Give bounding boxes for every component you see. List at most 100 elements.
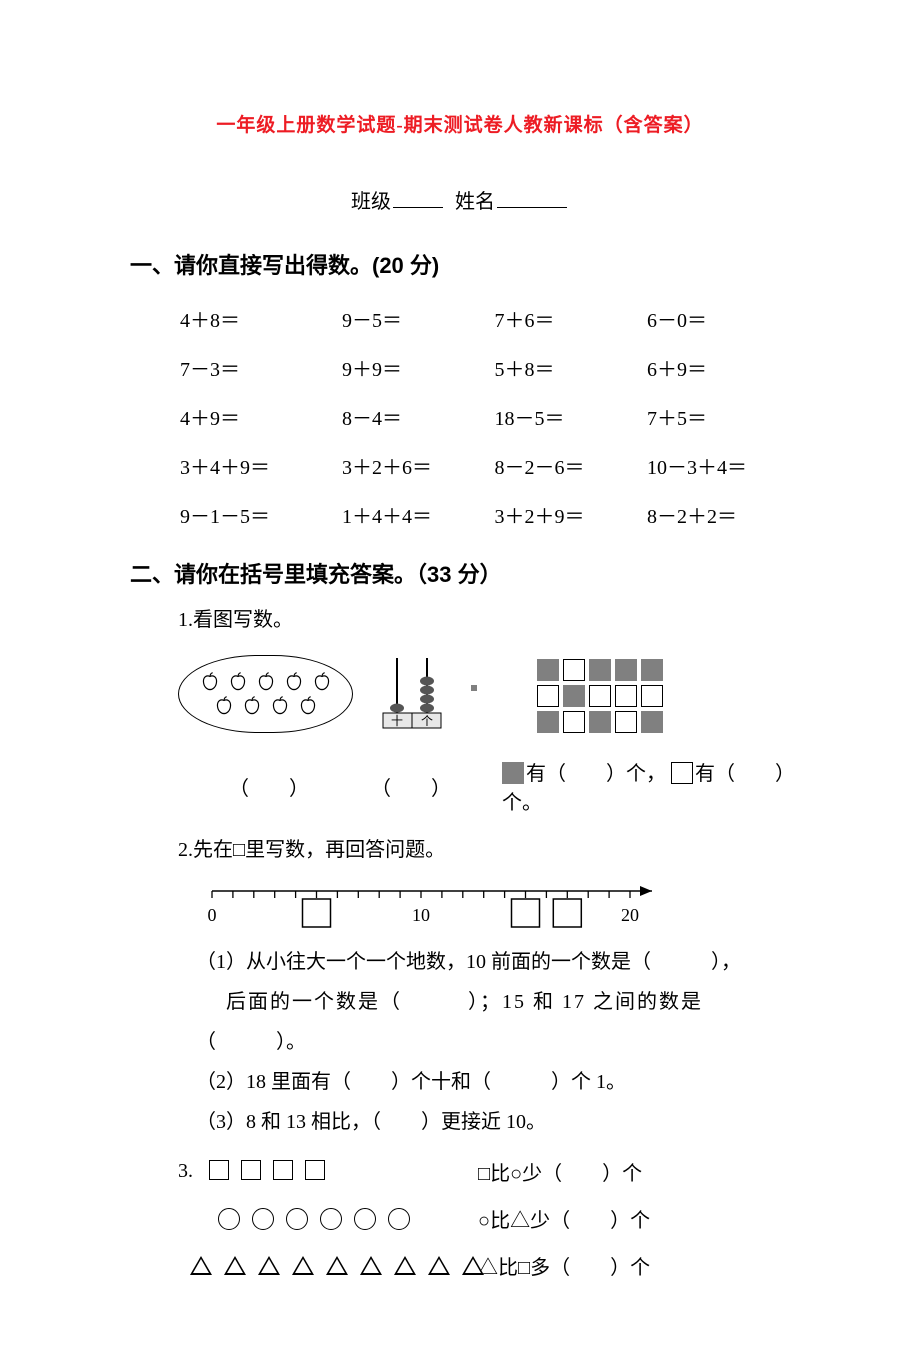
filled-square: [641, 711, 663, 733]
q1-ans-c[interactable]: 有（ ）个，: [526, 763, 666, 785]
svg-text:20: 20: [621, 905, 639, 925]
empty-square: [563, 711, 585, 733]
q3-text[interactable]: △比□多（ ）个: [478, 1251, 650, 1280]
empty-square: [537, 685, 559, 707]
number-line: 0 10 20: [202, 877, 790, 939]
arith-cell[interactable]: 7－3＝: [180, 343, 342, 392]
arith-row: 7－3＝9＋9＝5＋8＝6＋9＝: [180, 343, 790, 392]
arith-cell[interactable]: 3＋2＋6＝: [342, 441, 495, 490]
name-blank[interactable]: [497, 185, 567, 208]
q3-row: 3. □比○少（ ）个: [178, 1157, 790, 1186]
q3-text[interactable]: ○比△少（ ）个: [478, 1204, 650, 1233]
triangle-icon: [292, 1256, 314, 1275]
ones-label: 个: [421, 714, 433, 728]
section1-heading: 一、请你直接写出得数。(20 分): [130, 248, 790, 280]
q2-line2a[interactable]: 后面的一个数是（ ）；15 和 17 之间的数是: [226, 985, 790, 1019]
filled-square: [641, 659, 663, 681]
section2-heading: 二、请你在括号里填充答案。（33 分）: [130, 557, 790, 589]
arith-cell[interactable]: 8－2＋2＝: [647, 490, 790, 539]
square-icon: [273, 1160, 293, 1180]
arith-cell[interactable]: 7＋5＝: [647, 392, 790, 441]
filled-square: [615, 659, 637, 681]
q3-row: ○比△少（ ）个: [178, 1204, 790, 1233]
arith-cell[interactable]: 6－0＝: [647, 294, 790, 343]
circle-icon: [354, 1208, 376, 1230]
empty-square-icon: [671, 762, 693, 784]
class-name-row: 班级 姓名: [130, 185, 790, 214]
q2-label: 2.先在□里写数，再回答问题。: [178, 833, 790, 867]
arith-table: 4＋8＝9－5＝7＋6＝6－0＝7－3＝9＋9＝5＋8＝6＋9＝4＋9＝8－4＝…: [180, 294, 790, 539]
arith-cell[interactable]: 8－4＝: [342, 392, 495, 441]
arith-cell[interactable]: 1＋4＋4＝: [342, 490, 495, 539]
svg-text:10: 10: [412, 905, 430, 925]
triangle-icon: [258, 1256, 280, 1275]
circle-icon: [218, 1208, 240, 1230]
arith-cell[interactable]: 9－5＝: [342, 294, 495, 343]
arith-cell[interactable]: 6＋9＝: [647, 343, 790, 392]
q1-ans-b[interactable]: （ ）: [366, 772, 456, 801]
q3-text[interactable]: □比○少（ ）个: [478, 1157, 642, 1186]
page: 一年级上册数学试题-期末测试卷人教新课标（含答案） 班级 姓名 一、请你直接写出…: [0, 0, 920, 1358]
triangle-icon: [428, 1256, 450, 1275]
square-icon: [241, 1160, 261, 1180]
arith-cell[interactable]: 8－2－6＝: [494, 441, 647, 490]
filled-square: [589, 659, 611, 681]
arith-cell[interactable]: 9－1－5＝: [180, 490, 342, 539]
exam-title: 一年级上册数学试题-期末测试卷人教新课标（含答案）: [130, 110, 790, 137]
abacus: 十 个: [377, 643, 447, 733]
triangle-icon: [190, 1256, 212, 1275]
q1-answers-row: （ ） （ ） 有（ ）个， 有（ ）个。: [178, 757, 790, 815]
empty-square: [563, 659, 585, 681]
arith-cell[interactable]: 9＋9＝: [342, 343, 495, 392]
q1-figures-row: 十 个: [178, 643, 790, 733]
arith-cell[interactable]: 4＋8＝: [180, 294, 342, 343]
svg-text:0: 0: [208, 905, 217, 925]
triangle-icon: [360, 1256, 382, 1275]
empty-square: [615, 685, 637, 707]
empty-square: [641, 685, 663, 707]
empty-square: [589, 685, 611, 707]
arith-cell[interactable]: 3＋4＋9＝: [180, 441, 342, 490]
q2-line3[interactable]: （2）18 里面有（ ）个十和（ ）个 1。: [196, 1065, 790, 1099]
filled-square: [589, 711, 611, 733]
filled-square-icon: [502, 762, 524, 784]
q1-ans-a[interactable]: （ ）: [178, 772, 360, 801]
q2-line1[interactable]: （1）从小往大一个一个地数，10 前面的一个数是（ ），: [196, 945, 790, 979]
triangle-icon: [394, 1256, 416, 1275]
arith-row: 4＋8＝9－5＝7＋6＝6－0＝: [180, 294, 790, 343]
triangle-icon: [326, 1256, 348, 1275]
tens-label: 十: [391, 714, 403, 728]
arith-cell[interactable]: 5＋8＝: [494, 343, 647, 392]
filled-square: [563, 685, 585, 707]
triangle-icon: [224, 1256, 246, 1275]
triangle-icon: [462, 1256, 484, 1275]
arith-cell[interactable]: 3＋2＋9＝: [494, 490, 647, 539]
q1-label: 1.看图写数。: [178, 603, 790, 637]
arith-cell[interactable]: 18－5＝: [494, 392, 647, 441]
arith-cell[interactable]: 4＋9＝: [180, 392, 342, 441]
circle-icon: [388, 1208, 410, 1230]
arith-cell[interactable]: 10－3＋4＝: [647, 441, 790, 490]
q2-line2b[interactable]: （ ）。: [196, 1025, 790, 1059]
squares-grid: [537, 659, 663, 733]
q3-row: △比□多（ ）个: [178, 1251, 790, 1280]
q1-block: 1.看图写数。 十 个: [178, 603, 790, 815]
apple-oval: [178, 655, 353, 733]
arith-row: 9－1－5＝1＋4＋4＝3＋2＋9＝8－2＋2＝: [180, 490, 790, 539]
q3-label: 3.: [178, 1160, 193, 1183]
empty-square: [615, 711, 637, 733]
arith-cell[interactable]: 7＋6＝: [494, 294, 647, 343]
circle-icon: [252, 1208, 274, 1230]
circle-icon: [320, 1208, 342, 1230]
square-icon: [209, 1160, 229, 1180]
arith-row: 3＋4＋9＝3＋2＋6＝8－2－6＝10－3＋4＝: [180, 441, 790, 490]
filled-square: [537, 711, 559, 733]
square-icon: [305, 1160, 325, 1180]
class-blank[interactable]: [393, 185, 443, 208]
name-label: 姓名: [455, 191, 495, 213]
class-label: 班级: [351, 191, 391, 213]
filled-square: [537, 659, 559, 681]
arith-row: 4＋9＝8－4＝18－5＝7＋5＝: [180, 392, 790, 441]
dot-icon: [471, 685, 477, 691]
q2-line4[interactable]: （3）8 和 13 相比，（ ）更接近 10。: [196, 1105, 790, 1139]
